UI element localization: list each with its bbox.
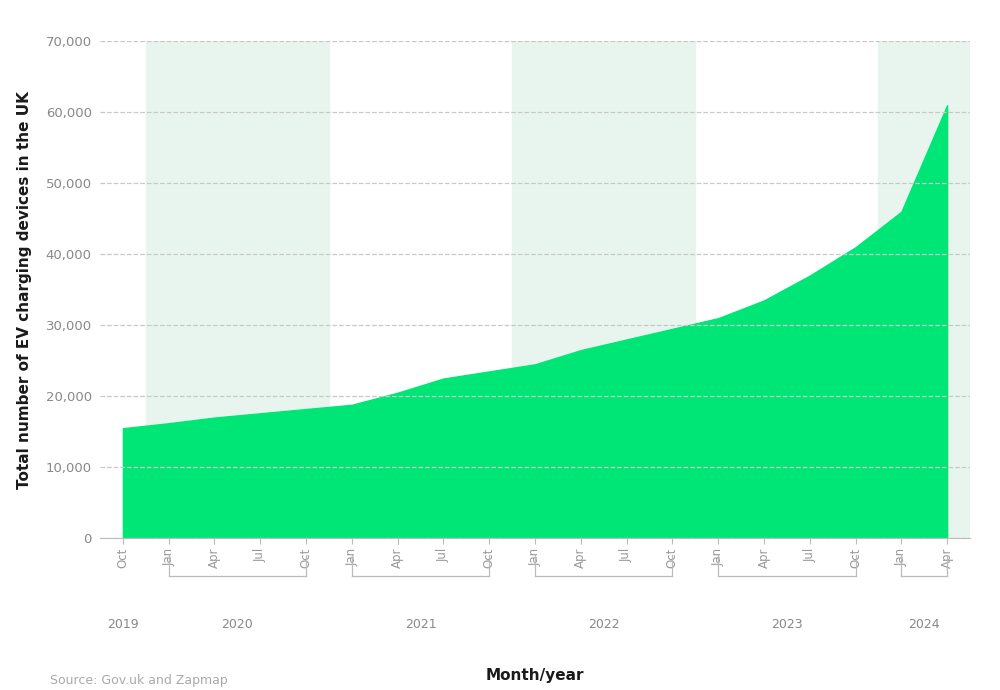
- Y-axis label: Total number of EV charging devices in the UK: Total number of EV charging devices in t…: [17, 91, 32, 489]
- Bar: [512, 41, 695, 538]
- Text: 2022: 2022: [588, 618, 619, 631]
- Text: 2019: 2019: [107, 618, 139, 631]
- Text: Source: Gov.uk and Zapmap: Source: Gov.uk and Zapmap: [50, 673, 228, 687]
- Text: 2023: 2023: [771, 618, 803, 631]
- Text: 2020: 2020: [221, 618, 253, 631]
- Text: 2024: 2024: [908, 618, 940, 631]
- Bar: [878, 41, 970, 538]
- Text: 2021: 2021: [405, 618, 436, 631]
- Text: Month/year: Month/year: [486, 668, 584, 683]
- Bar: [146, 41, 329, 538]
